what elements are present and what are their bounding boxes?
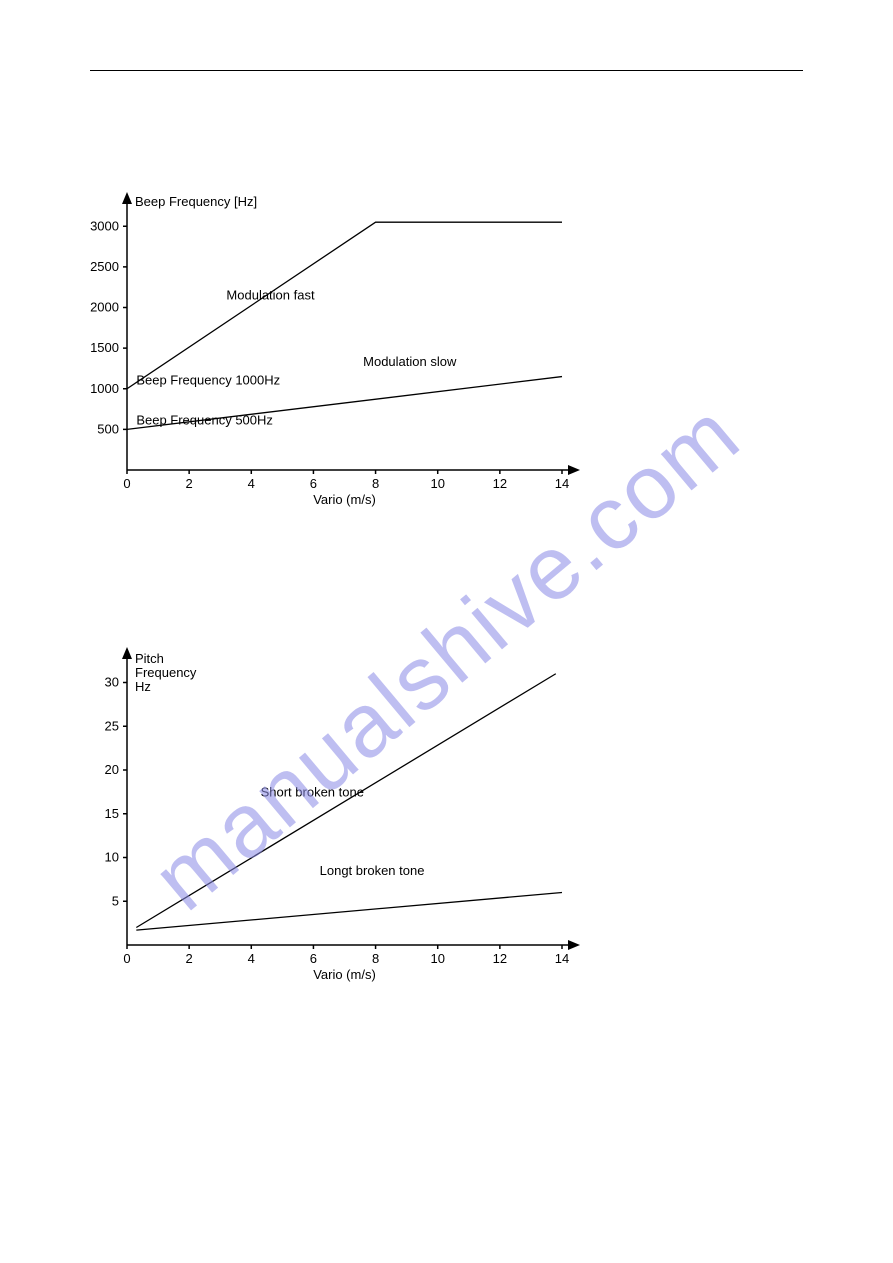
x-tick-label: 10: [430, 476, 444, 491]
y-axis-title: Beep Frequency [Hz]: [135, 194, 257, 209]
x-tick-label: 4: [248, 951, 255, 966]
x-tick-label: 14: [555, 476, 569, 491]
y-tick-label: 5: [112, 893, 119, 908]
y-tick-label: 3000: [90, 218, 119, 233]
pitch-frequency-svg: 5 10 15 20 25 30 0 2 4 6 8 10 12 14 Vario (m/s) PitchFr…: [85, 645, 575, 995]
page: 500 1000 1500 2000 2500 3000 0 2 4 6 8 10 12 14 Vario …: [0, 0, 893, 1263]
x-tick-label: 6: [310, 951, 317, 966]
x-tick-label: 6: [310, 476, 317, 491]
series-label-modulation_slow: Modulation slow: [363, 354, 457, 369]
top-rule: [90, 70, 803, 71]
y-axis-title: Hz: [135, 679, 151, 694]
series-long_broken_tone: [136, 893, 562, 931]
chart-annotation: Beep Frequency 1000Hz: [136, 373, 280, 388]
x-tick-label: 10: [430, 951, 444, 966]
y-tick-label: 1500: [90, 340, 119, 355]
y-tick-label: 500: [97, 421, 119, 436]
series-short_broken_tone: [136, 674, 555, 928]
series-label-modulation_fast: Modulation fast: [226, 287, 315, 302]
beep-frequency-svg: 500 1000 1500 2000 2500 3000 0 2 4 6 8 10 12 14 Vario …: [85, 190, 575, 520]
x-tick-label: 2: [186, 951, 193, 966]
y-axis-title: Pitch: [135, 651, 164, 666]
beep-frequency-chart: 500 1000 1500 2000 2500 3000 0 2 4 6 8 10 12 14 Vario …: [85, 190, 575, 520]
series-label-long_broken_tone: Longt broken tone: [320, 863, 425, 878]
x-tick-label: 12: [493, 476, 507, 491]
y-tick-label: 1000: [90, 381, 119, 396]
x-tick-label: 12: [493, 951, 507, 966]
y-tick-label: 20: [105, 762, 119, 777]
y-tick-label: 10: [105, 850, 119, 865]
chart-annotation: Beep Frequency 500Hz: [136, 413, 273, 428]
x-tick-label: 8: [372, 476, 379, 491]
x-tick-label: 14: [555, 951, 569, 966]
y-tick-label: 30: [105, 675, 119, 690]
series-label-short_broken_tone: Short broken tone: [261, 784, 364, 799]
x-tick-label: 0: [123, 951, 130, 966]
y-tick-label: 2500: [90, 259, 119, 274]
x-tick-label: 8: [372, 951, 379, 966]
x-tick-label: 4: [248, 476, 255, 491]
y-tick-label: 15: [105, 806, 119, 821]
y-tick-label: 25: [105, 718, 119, 733]
series-modulation_fast: [127, 222, 562, 389]
x-axis-title: Vario (m/s): [313, 967, 376, 982]
pitch-frequency-chart: 5 10 15 20 25 30 0 2 4 6 8 10 12 14 Vario (m/s) PitchFr…: [85, 645, 575, 995]
y-axis-title: Frequency: [135, 665, 197, 680]
x-axis-title: Vario (m/s): [313, 492, 376, 507]
y-tick-label: 2000: [90, 300, 119, 315]
x-tick-label: 2: [186, 476, 193, 491]
x-tick-label: 0: [123, 476, 130, 491]
